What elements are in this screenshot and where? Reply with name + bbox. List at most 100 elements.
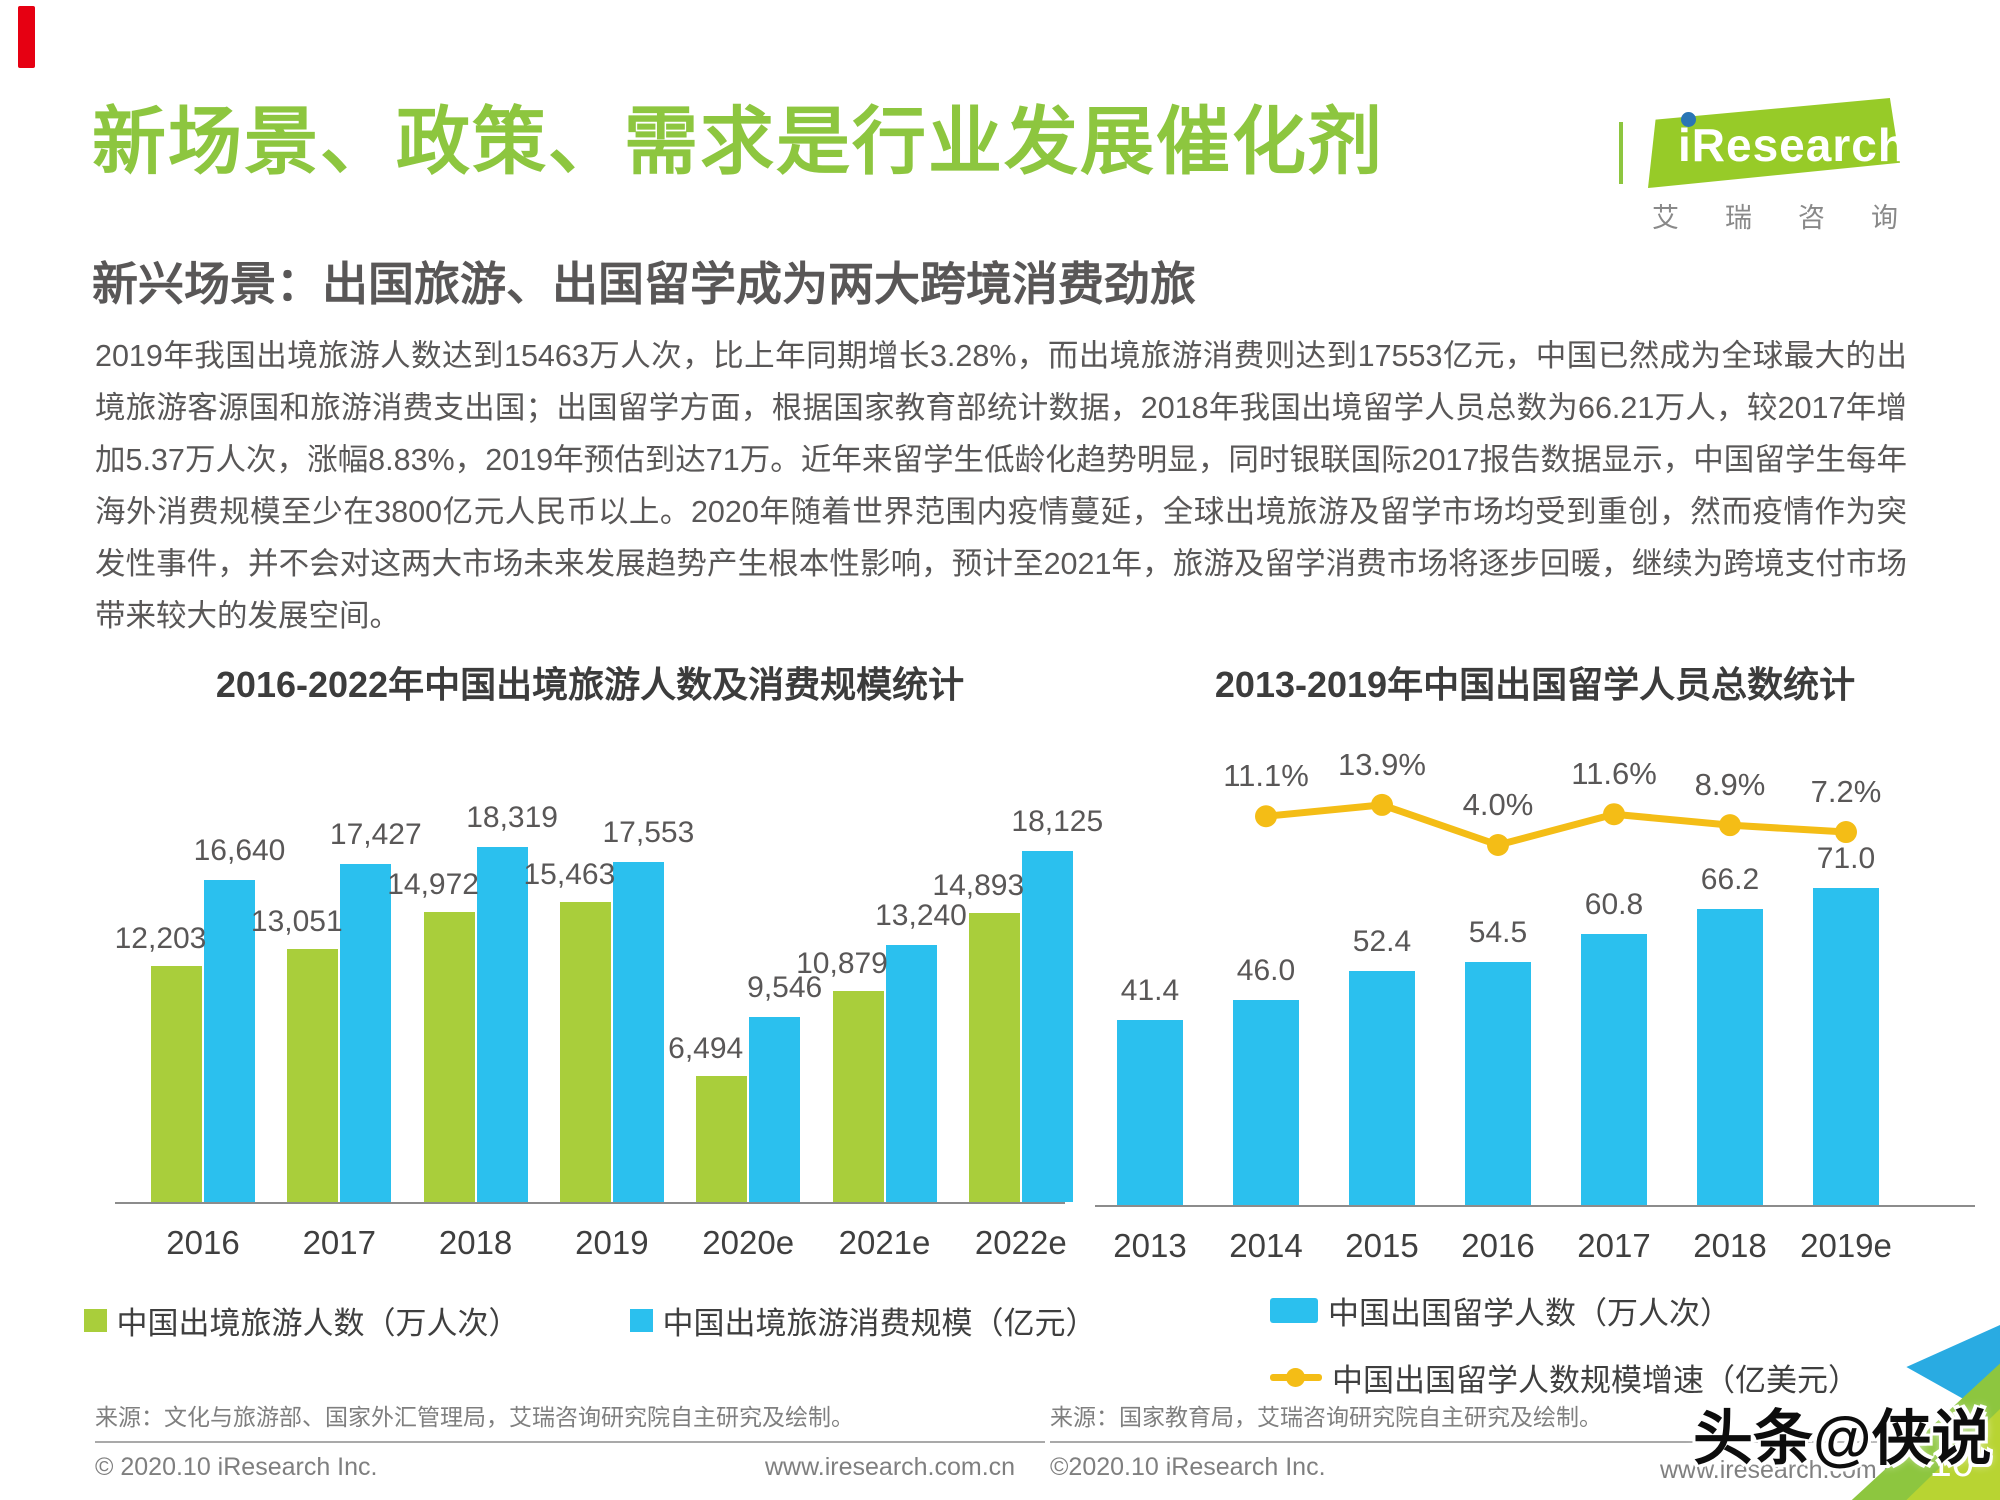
legend-item-students-abroad: 中国出国留学人数（万人次） — [1270, 1288, 1859, 1333]
legend-label: 中国出境旅游消费规模（亿元） — [662, 1306, 1097, 1341]
blue-bar — [749, 1017, 801, 1202]
x-axis-label: 2021e — [838, 1224, 931, 1261]
x-axis-label: 2015 — [1345, 1227, 1419, 1264]
blue-bar — [476, 847, 528, 1202]
bar-value-label: 60.8 — [1584, 887, 1644, 921]
logo-divider-line — [1619, 122, 1623, 184]
blue-bar — [1117, 1020, 1183, 1205]
logo-cn-char: 咨 — [1798, 203, 1825, 233]
line-point — [1603, 803, 1625, 826]
bar-value-label: 18,319 — [466, 801, 558, 834]
left-chart-plot-area: 12,203 16,640 2016 13,051 17,427 2017 14,972 18… — [115, 740, 1104, 1261]
bar-value-label: 14,972 — [387, 867, 479, 901]
bar-value-label: 52.4 — [1352, 925, 1412, 958]
logo-cn-char: 瑞 — [1725, 203, 1752, 233]
x-axis-label: 2018 — [1693, 1227, 1767, 1264]
green-bar — [151, 965, 202, 1202]
line-percent-label: 11.1% — [1223, 758, 1309, 794]
line-point — [1255, 805, 1277, 828]
bar-value-label: 54.5 — [1468, 915, 1528, 949]
legend-item-outbound-tourists: 中国出境旅游人数（万人次） — [83, 1298, 520, 1343]
page-title: 新场景、政策、需求是行业发展催化剂 — [92, 100, 1384, 183]
blue-bar — [1349, 971, 1415, 1205]
red-accent-mark — [18, 6, 35, 68]
blue-bar — [1813, 888, 1879, 1205]
x-axis-label: 2016 — [166, 1224, 240, 1261]
x-axis-label: 2019e — [1800, 1227, 1892, 1264]
line-percent-label: 11.6% — [1571, 756, 1657, 792]
bar-value-label: 15,463 — [523, 858, 616, 892]
logo-cn-char: 询 — [1871, 203, 1898, 233]
growth-line-chart — [1255, 793, 1857, 856]
footer-divider — [95, 1441, 1045, 1443]
x-axis-label: 2017 — [302, 1224, 376, 1261]
line-percent-label: 4.0% — [1462, 787, 1534, 822]
green-square-icon — [83, 1309, 107, 1332]
logo-cn-char: 艾 — [1652, 203, 1679, 233]
x-axis-label: 2017 — [1577, 1227, 1651, 1264]
bar-value-label: 14,893 — [932, 869, 1025, 903]
line-point — [1487, 834, 1509, 856]
blue-square-icon — [629, 1309, 653, 1332]
page-number: 10 — [1929, 1441, 1975, 1485]
intro-paragraph: 2019年我国出境旅游人数达到15463万人次，比上年同期增长3.28%，而出境… — [95, 339, 1907, 633]
bar-value-label: 10,879 — [796, 947, 888, 981]
blue-bar — [1465, 961, 1531, 1205]
legend-item-outbound-spending: 中国出境旅游消费规模（亿元） — [629, 1298, 1097, 1343]
legend-item-growth-rate: 中国出国留学人数规模增速（亿美元） — [1270, 1355, 1859, 1400]
bar-value-label: 41.4 — [1120, 974, 1180, 1008]
legend-label: 中国出国留学人数规模增速（亿美元） — [1332, 1363, 1859, 1398]
line-point — [1835, 821, 1857, 844]
blue-bar — [885, 945, 937, 1202]
line-percent-label: 7.2% — [1810, 774, 1882, 809]
blue-bar — [1021, 850, 1073, 1202]
line-percent-label: 13.9% — [1338, 746, 1426, 782]
left-chart-title: 2016-2022年中国出境旅游人数及消费规模统计 — [215, 664, 965, 705]
bar-value-label: 9,546 — [747, 971, 823, 1004]
green-bar — [559, 902, 611, 1202]
bar-value-label: 13,051 — [250, 905, 343, 939]
line-point — [1719, 814, 1741, 837]
right-website-link[interactable]: www.iresearch.com.cn — [1660, 1456, 1911, 1484]
bar-value-label: 12,203 — [114, 921, 207, 955]
left-copyright: © 2020.10 iResearch Inc. — [95, 1453, 378, 1481]
bar-value-label: 46.0 — [1236, 953, 1296, 987]
blue-bar — [1233, 999, 1299, 1205]
green-bar — [832, 991, 884, 1202]
line-percent-label: 8.9% — [1694, 767, 1766, 803]
x-axis-label: 2022e — [974, 1224, 1067, 1261]
blue-bar — [612, 861, 664, 1202]
x-axis-label: 2018 — [438, 1224, 513, 1261]
right-source-note: 来源：国家教育局，艾瑞咨询研究院自主研究及绘制。 — [1050, 1404, 1602, 1430]
bar-value-label: 6,494 — [668, 1032, 744, 1066]
bar-value-label: 17,427 — [329, 818, 422, 852]
page-corner-decoration: 10 — [1805, 1325, 2000, 1500]
x-axis-label: 2016 — [1461, 1227, 1535, 1264]
blue-bar — [1581, 933, 1647, 1205]
yellow-line-dot-icon — [1270, 1365, 1322, 1390]
page-subtitle: 新兴场景：出国旅游、出国留学成为两大跨境消费劲旅 — [92, 258, 1196, 310]
watermark-text: 头条@侠说 — [1693, 1405, 1992, 1472]
green-bar — [423, 911, 475, 1202]
blue-bar — [1697, 909, 1763, 1205]
blue-bar — [340, 864, 392, 1202]
bar-value-label: 16,640 — [193, 833, 286, 867]
bar-value-label: 18,125 — [1011, 804, 1104, 838]
footer-divider — [1050, 1441, 1935, 1443]
legend-label: 中国出境旅游人数（万人次） — [116, 1306, 520, 1341]
x-axis-label: 2020e — [702, 1224, 795, 1261]
bar-value-label: 13,240 — [875, 899, 967, 933]
left-source-note: 来源：文化与旅游部、国家外汇管理局，艾瑞咨询研究院自主研究及绘制。 — [95, 1404, 854, 1430]
x-axis-label: 2014 — [1229, 1227, 1303, 1264]
legend-label: 中国出国留学人数（万人次） — [1328, 1296, 1731, 1331]
green-bar — [968, 913, 1020, 1202]
left-chart-legend: 中国出境旅游人数（万人次） 中国出境旅游消费规模（亿元） — [83, 1298, 1097, 1343]
blue-bar-icon — [1270, 1298, 1318, 1323]
line-point — [1371, 793, 1393, 816]
bar-value-label: 66.2 — [1700, 863, 1760, 897]
bar-value-label: 17,553 — [602, 815, 695, 849]
left-website-link[interactable]: www.iresearch.com.cn — [765, 1453, 1016, 1481]
iresearch-logo-chinese: 艾瑞咨询 — [1652, 196, 1898, 235]
bar-value-label: 71.0 — [1816, 842, 1876, 875]
